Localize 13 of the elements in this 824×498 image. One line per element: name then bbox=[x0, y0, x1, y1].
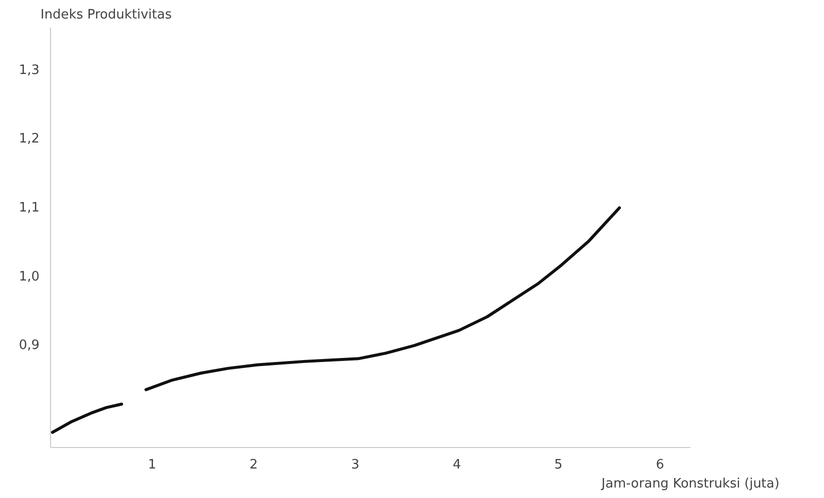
y-tick-label: 1,0 bbox=[18, 269, 40, 284]
x-tick-label: 5 bbox=[554, 458, 563, 472]
x-tick-label: 2 bbox=[250, 458, 258, 472]
y-axis-title: Indeks Produktivitas bbox=[40, 8, 172, 22]
y-tick-label: 1,3 bbox=[18, 62, 40, 78]
x-tick-label: 1 bbox=[148, 458, 156, 472]
y-tick-label: 0,9 bbox=[18, 338, 40, 354]
x-axis-title: Jam-orang Konstruksi (juta) bbox=[600, 476, 780, 492]
x-tick-label: 3 bbox=[351, 458, 360, 472]
y-tick-label: 1,1 bbox=[18, 200, 40, 216]
x-tick-label: 6 bbox=[656, 458, 664, 472]
y-tick-label: 1,2 bbox=[18, 132, 40, 147]
x-tick-label: 4 bbox=[452, 458, 461, 472]
